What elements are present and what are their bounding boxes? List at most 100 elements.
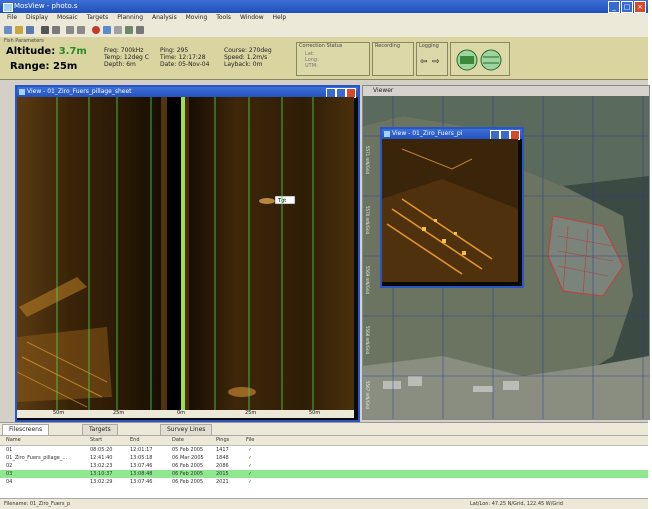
tab-targets[interactable]: Targets: [82, 424, 118, 435]
table-header: Name Start End Date Pings File: [0, 436, 648, 446]
menu-mosaic[interactable]: Mosaic: [57, 14, 78, 21]
grid-coord-label: 5569 mN/Grid: [365, 266, 370, 295]
row-date: 06 Feb 2005: [172, 471, 204, 477]
menu-targets[interactable]: Targets: [86, 14, 109, 21]
file-list-panel: Filescreens Targets Survey Lines Name St…: [0, 422, 648, 499]
range-label: Range:: [10, 61, 50, 72]
range-value: 25m: [53, 61, 78, 72]
status-coordinates: Lat/Lon: 47.25 N/Grid, 122.45 W/Grid: [470, 501, 563, 507]
title-bar: MosView - photo.s _ □ ×: [0, 0, 648, 13]
grid-coord-label: 5570 mN/Grid: [365, 206, 370, 235]
tab-label: Survey Lines: [167, 426, 206, 433]
menu-file[interactable]: File: [7, 14, 18, 21]
grid-coord-label: 5568 mN/Grid: [365, 326, 370, 355]
row-start: 13:10:37: [90, 471, 113, 477]
sonar-view-window[interactable]: View - 01_Ziro_Fuers_pillage_sheet: [15, 85, 360, 422]
compass-icons[interactable]: [451, 43, 509, 75]
close-button[interactable]: ×: [634, 1, 646, 13]
grid-icon[interactable]: [52, 26, 60, 34]
row-end: 13:08:48: [130, 471, 153, 477]
minimize-button[interactable]: _: [608, 1, 620, 13]
menu-analysis[interactable]: Analysis: [151, 14, 177, 21]
map-window-titlebar: Viewer: [363, 86, 649, 96]
row-name: 01: [6, 447, 13, 453]
menu-display[interactable]: Display: [25, 14, 49, 21]
tab-filescreens[interactable]: Filescreens: [2, 424, 50, 435]
check-icon: ✓: [248, 447, 253, 453]
row-pings: 1417: [216, 447, 229, 453]
column-header[interactable]: Name: [6, 437, 21, 443]
row-date: 06 Mar 2005: [172, 455, 204, 461]
next-arrow-icon[interactable]: ⇨: [432, 57, 440, 67]
prev-arrow-icon[interactable]: ⇦: [420, 57, 428, 67]
print-icon[interactable]: [41, 26, 49, 34]
check-icon: ✓: [248, 455, 253, 461]
check-icon: ✓: [248, 463, 253, 469]
map-window-title: Viewer: [373, 87, 394, 94]
toolbar: [0, 23, 648, 38]
maximize-button[interactable]: □: [621, 1, 633, 13]
stop-icon[interactable]: [114, 26, 122, 34]
column-header[interactable]: End: [130, 437, 140, 443]
open-icon[interactable]: [15, 26, 23, 34]
app-icon: [3, 3, 13, 12]
chart-icon[interactable]: [125, 26, 133, 34]
tab-label: Targets: [89, 426, 111, 433]
row-pings: 2015: [216, 471, 229, 477]
grid-coord-label: 5567 mN/Grid: [365, 381, 370, 410]
table-row[interactable]: 04 13:02:29 13:07:46 06 Feb 2005 2021 ✓: [0, 478, 648, 486]
row-name: 03: [6, 471, 13, 477]
tab-survey-lines[interactable]: Survey Lines: [160, 424, 213, 435]
recording-group: Recording: [372, 42, 414, 76]
sonar-window-title: View - 01_Ziro_Fuers_pillage_sheet: [27, 88, 132, 95]
row-start: 13:02:23: [90, 463, 113, 469]
zoom-icon[interactable]: [136, 26, 144, 34]
table-row[interactable]: 01 08:05:20 12:01:17 05 Feb 2005 1417 ✓: [0, 446, 648, 454]
menu-moving[interactable]: Moving: [185, 14, 208, 21]
status-bar: Filename: 01_Ziro_Fuers_p Lat/Lon: 47.25…: [0, 498, 648, 509]
play-icon[interactable]: [103, 26, 111, 34]
arrow-right-icon[interactable]: [77, 26, 85, 34]
record-icon[interactable]: [92, 26, 100, 34]
column-header[interactable]: Start: [90, 437, 103, 443]
column-header[interactable]: File: [246, 437, 255, 443]
row-date: 05 Feb 2005: [172, 447, 204, 453]
new-icon[interactable]: [4, 26, 12, 34]
inset-sonar-image[interactable]: [382, 139, 518, 282]
column-header[interactable]: Date: [172, 437, 184, 443]
tab-label: Filescreens: [9, 426, 43, 433]
bottom-tabs: Filescreens Targets Survey Lines: [0, 423, 648, 436]
row-pings: 1848: [216, 455, 229, 461]
freq-temp-depth: Freq: 700kHz Temp: 12deg C Depth: 6m: [104, 47, 149, 68]
range-tick: 0m: [177, 410, 186, 416]
inset-sonar-window[interactable]: View - 01_Ziro_Fuers_pi: [380, 127, 524, 288]
column-header[interactable]: Pings: [216, 437, 230, 443]
menu-help[interactable]: Help: [272, 14, 287, 21]
range-tick: 50m: [309, 410, 321, 416]
range-tick: 25m: [113, 410, 125, 416]
sonar-image[interactable]: Tgt: [17, 97, 354, 410]
sonar-window-titlebar: View - 01_Ziro_Fuers_pillage_sheet: [17, 87, 358, 98]
row-pings: 2086: [216, 463, 229, 469]
table-row[interactable]: 01_Ziro_Fuers_pillage_... 12:41:40 13:05…: [0, 454, 648, 462]
status-filename: Filename: 01_Ziro_Fuers_p: [4, 501, 71, 507]
menu-window[interactable]: Window: [239, 14, 264, 21]
arrow-left-icon[interactable]: [66, 26, 74, 34]
table-row[interactable]: 02 13:02:23 13:07:46 06 Feb 2005 2086 ✓: [0, 462, 648, 470]
save-icon[interactable]: [26, 26, 34, 34]
row-start: 08:05:20: [90, 447, 113, 453]
row-end: 12:01:17: [130, 447, 153, 453]
range-readout: Range: 25m: [10, 61, 77, 72]
logging-group: Logging ⇦ ⇨: [416, 42, 448, 76]
row-end: 13:05:18: [130, 455, 153, 461]
range-scale: 50m 25m 0m 25m 50m: [17, 410, 354, 418]
menu-planning[interactable]: Planning: [117, 14, 144, 21]
correction-values: Lat: Long: UTM:: [305, 51, 319, 69]
menu-tools[interactable]: Tools: [216, 14, 232, 21]
table-row-selected[interactable]: 03 13:10:37 13:08:48 06 Feb 2005 2015 ✓: [0, 470, 648, 478]
row-name: 04: [6, 479, 13, 485]
nav-widgets-group: [450, 42, 510, 76]
inset-window-titlebar: View - 01_Ziro_Fuers_pi: [382, 129, 522, 140]
row-start: 13:02:29: [90, 479, 113, 485]
